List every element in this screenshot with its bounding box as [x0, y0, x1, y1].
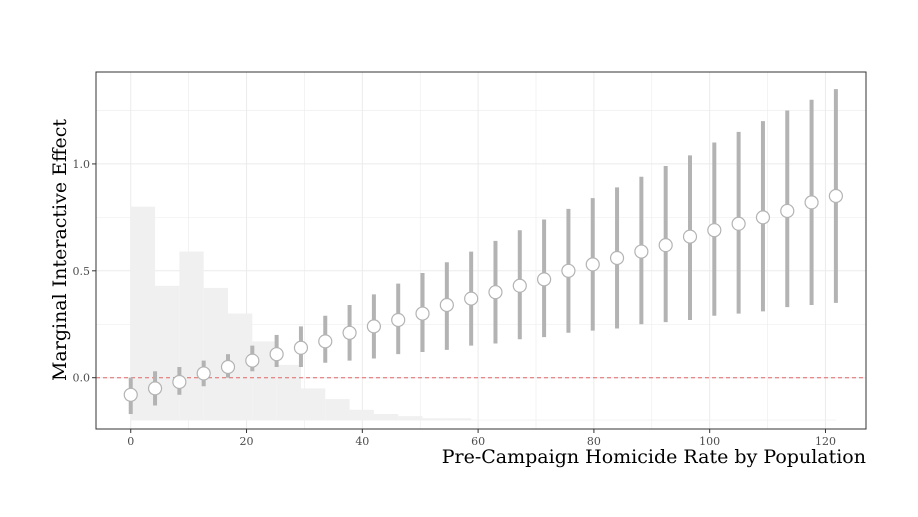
histogram-bar [203, 287, 228, 421]
data-point [439, 297, 454, 313]
data-point [415, 306, 430, 321]
x-axis-title: Pre-Campaign Homicide Rate by Population [442, 446, 866, 468]
data-point [634, 244, 649, 259]
histogram-bar [179, 251, 204, 421]
histogram-bar [738, 419, 763, 421]
x-tick-label: 0 [127, 435, 134, 448]
y-tick-label: 1.0 [73, 158, 91, 171]
histogram-bar [544, 419, 569, 421]
data-point [755, 210, 771, 225]
x-tick-label: 40 [355, 435, 369, 448]
data-point [780, 203, 795, 219]
histogram-bar [446, 418, 472, 421]
histogram-bar [568, 419, 593, 421]
data-point [245, 353, 260, 368]
data-point [172, 374, 187, 390]
y-axis-title: Marginal Interactive Effect [49, 119, 71, 381]
data-point [585, 257, 600, 272]
data-point [464, 291, 479, 306]
histogram-bar [398, 416, 423, 421]
data-point [731, 216, 746, 231]
data-point [537, 272, 552, 287]
panel-border [95, 71, 867, 430]
data-point [488, 285, 503, 300]
histogram-bar [325, 399, 350, 421]
data-point [342, 325, 357, 340]
histogram-bar [471, 419, 496, 421]
data-point [682, 229, 698, 244]
histogram-bar [811, 419, 836, 421]
data-point [658, 238, 673, 253]
histogram-bar [641, 419, 666, 421]
data-point [609, 250, 625, 266]
x-tick-label: 60 [471, 435, 485, 448]
data-point [804, 195, 819, 210]
point-layer [123, 188, 843, 402]
histogram-bar [762, 419, 788, 421]
data-point [561, 263, 576, 278]
data-point [293, 340, 309, 355]
histogram-bar [617, 419, 642, 421]
data-point [220, 359, 236, 375]
x-tick-label: 20 [240, 435, 254, 448]
y-tick-label: 0.0 [73, 372, 91, 385]
histogram-bar [519, 419, 545, 421]
data-point [196, 366, 211, 381]
histogram-bar [422, 418, 447, 421]
histogram-bar [714, 419, 739, 421]
data-point [318, 334, 333, 349]
data-point [707, 223, 722, 238]
data-point [512, 278, 527, 293]
data-point [828, 188, 843, 204]
axis-layer: 0 20 40 60 80 100 120 0.0 0.5 1.0 [73, 158, 836, 448]
data-point [123, 387, 138, 402]
histogram-bar [155, 285, 180, 421]
x-tick-label: 80 [587, 435, 601, 448]
data-point [269, 347, 284, 362]
y-tick-label: 0.5 [73, 265, 91, 278]
data-point [391, 312, 406, 328]
histogram-bar [592, 419, 618, 421]
histogram-bar [690, 419, 715, 421]
x-tick-label: 120 [815, 435, 836, 448]
histogram-bar [349, 409, 374, 421]
histogram-bar [495, 419, 520, 421]
histogram-layer [130, 206, 836, 421]
data-point [147, 381, 163, 396]
histogram-bar [373, 414, 399, 421]
histogram-bar [665, 419, 690, 421]
histogram-bar [276, 364, 301, 421]
histogram-bar [300, 388, 326, 421]
data-point [366, 319, 381, 334]
x-tick-label: 100 [699, 435, 720, 448]
histogram-bar [787, 419, 812, 421]
